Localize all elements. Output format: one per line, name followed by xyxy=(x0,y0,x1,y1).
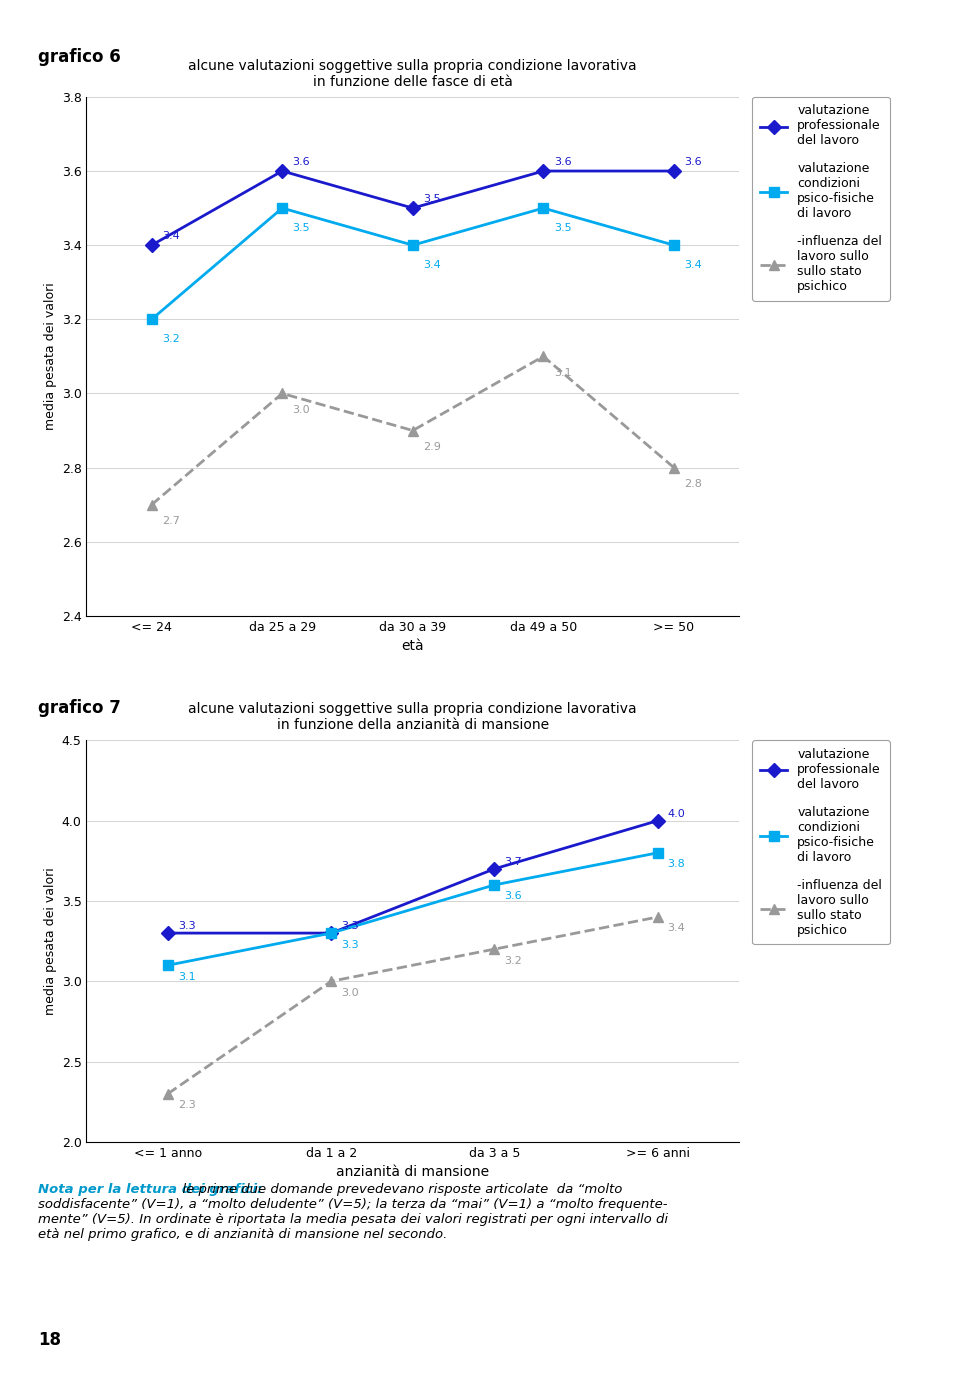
X-axis label: età: età xyxy=(401,639,424,653)
Text: 3.5: 3.5 xyxy=(554,223,571,233)
Title: alcune valutazioni soggettive sulla propria condizione lavorativa
in funzione de: alcune valutazioni soggettive sulla prop… xyxy=(188,58,637,89)
Text: 3.7: 3.7 xyxy=(504,857,522,868)
Text: 3.0: 3.0 xyxy=(341,988,359,998)
Text: 2.9: 2.9 xyxy=(423,441,441,451)
Text: le prime due domande prevedevano risposte articolate  da “molto
soddisfacente” (: le prime due domande prevedevano rispost… xyxy=(38,1183,668,1241)
Text: 3.8: 3.8 xyxy=(667,859,685,869)
Text: 3.1: 3.1 xyxy=(178,972,196,981)
Text: 3.6: 3.6 xyxy=(504,891,522,901)
Text: 3.5: 3.5 xyxy=(423,194,441,205)
X-axis label: anzianità di mansione: anzianità di mansione xyxy=(336,1165,490,1179)
Text: 3.3: 3.3 xyxy=(341,940,359,949)
Y-axis label: media pesata dei valori: media pesata dei valori xyxy=(44,868,58,1014)
Text: 3.4: 3.4 xyxy=(162,231,180,241)
Text: grafico 6: grafico 6 xyxy=(38,48,121,66)
Text: 3.4: 3.4 xyxy=(667,923,685,933)
Text: 3.3: 3.3 xyxy=(341,922,359,931)
Text: 3.1: 3.1 xyxy=(554,368,571,378)
Text: 2.7: 2.7 xyxy=(162,516,180,526)
Text: 3.0: 3.0 xyxy=(293,404,310,415)
Text: 3.4: 3.4 xyxy=(684,260,702,270)
Text: grafico 7: grafico 7 xyxy=(38,699,121,717)
Text: 3.3: 3.3 xyxy=(178,922,196,931)
Text: 3.6: 3.6 xyxy=(293,158,310,167)
Text: 18: 18 xyxy=(38,1331,61,1349)
Legend: valutazione
professionale
del lavoro, valutazione
condizioni
psico-fisiche
di la: valutazione professionale del lavoro, va… xyxy=(753,740,890,944)
Text: 2.3: 2.3 xyxy=(178,1100,196,1110)
Text: Nota per la lettura dei grafici:: Nota per la lettura dei grafici: xyxy=(38,1183,263,1196)
Text: 4.0: 4.0 xyxy=(667,810,685,819)
Text: 3.4: 3.4 xyxy=(423,260,441,270)
Title: alcune valutazioni soggettive sulla propria condizione lavorativa
in funzione de: alcune valutazioni soggettive sulla prop… xyxy=(188,702,637,732)
Text: 3.2: 3.2 xyxy=(504,955,522,966)
Legend: valutazione
professionale
del lavoro, valutazione
condizioni
psico-fisiche
di la: valutazione professionale del lavoro, va… xyxy=(753,97,890,300)
Text: 2.8: 2.8 xyxy=(684,479,702,489)
Text: 3.6: 3.6 xyxy=(684,158,702,167)
Text: 3.2: 3.2 xyxy=(162,334,180,345)
Y-axis label: media pesata dei valori: media pesata dei valori xyxy=(44,282,58,430)
Text: 3.5: 3.5 xyxy=(293,223,310,233)
Text: 3.6: 3.6 xyxy=(554,158,571,167)
